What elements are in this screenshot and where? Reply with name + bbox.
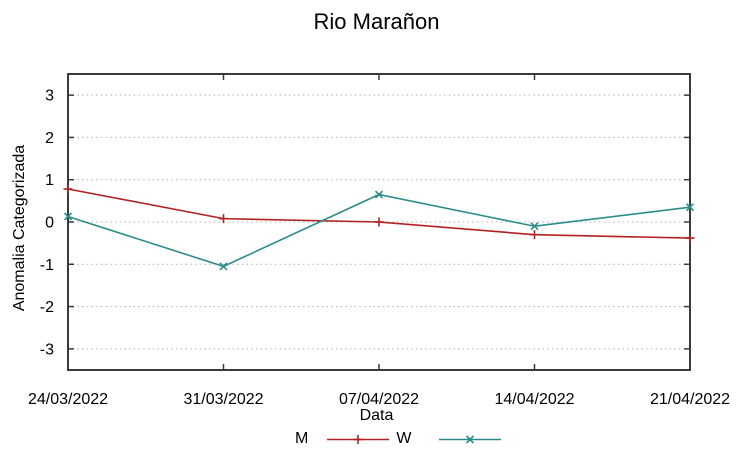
- x-tick-label: 14/04/2022: [494, 391, 574, 408]
- cross-marker-icon: [63, 212, 73, 221]
- y-tick-label: 2: [45, 130, 54, 147]
- x-tick-label: 21/04/2022: [650, 391, 730, 408]
- y-tick-label: 3: [45, 88, 54, 105]
- legend-label-m: M: [295, 430, 309, 447]
- x-tick-label: 24/03/2022: [28, 391, 108, 408]
- x-tick-label: 07/04/2022: [339, 391, 419, 408]
- y-tick-label: 1: [45, 172, 54, 189]
- y-tick-label: 0: [45, 215, 54, 232]
- cross-marker-icon: [530, 222, 539, 231]
- x-tick-label: 31/03/2022: [183, 391, 263, 408]
- y-tick-label: -1: [40, 257, 54, 274]
- chart-title: Rio Marañon: [313, 9, 440, 34]
- y-tick-label: -3: [40, 341, 54, 358]
- legend-line-sample-w-icon: [439, 434, 502, 444]
- legend-label-w: W: [396, 430, 412, 447]
- cross-marker-icon: [466, 434, 475, 444]
- x-axis-label: Data: [359, 407, 394, 424]
- legend: M W: [295, 430, 502, 448]
- series-line-m: [67, 188, 691, 239]
- cross-marker-icon: [685, 203, 695, 212]
- cross-marker-icon: [374, 190, 384, 199]
- cross-marker-icon: [219, 262, 228, 271]
- y-tick-label: -2: [40, 299, 54, 316]
- series-line-w: [67, 193, 691, 268]
- legend-line-sample-m-icon: [327, 434, 390, 444]
